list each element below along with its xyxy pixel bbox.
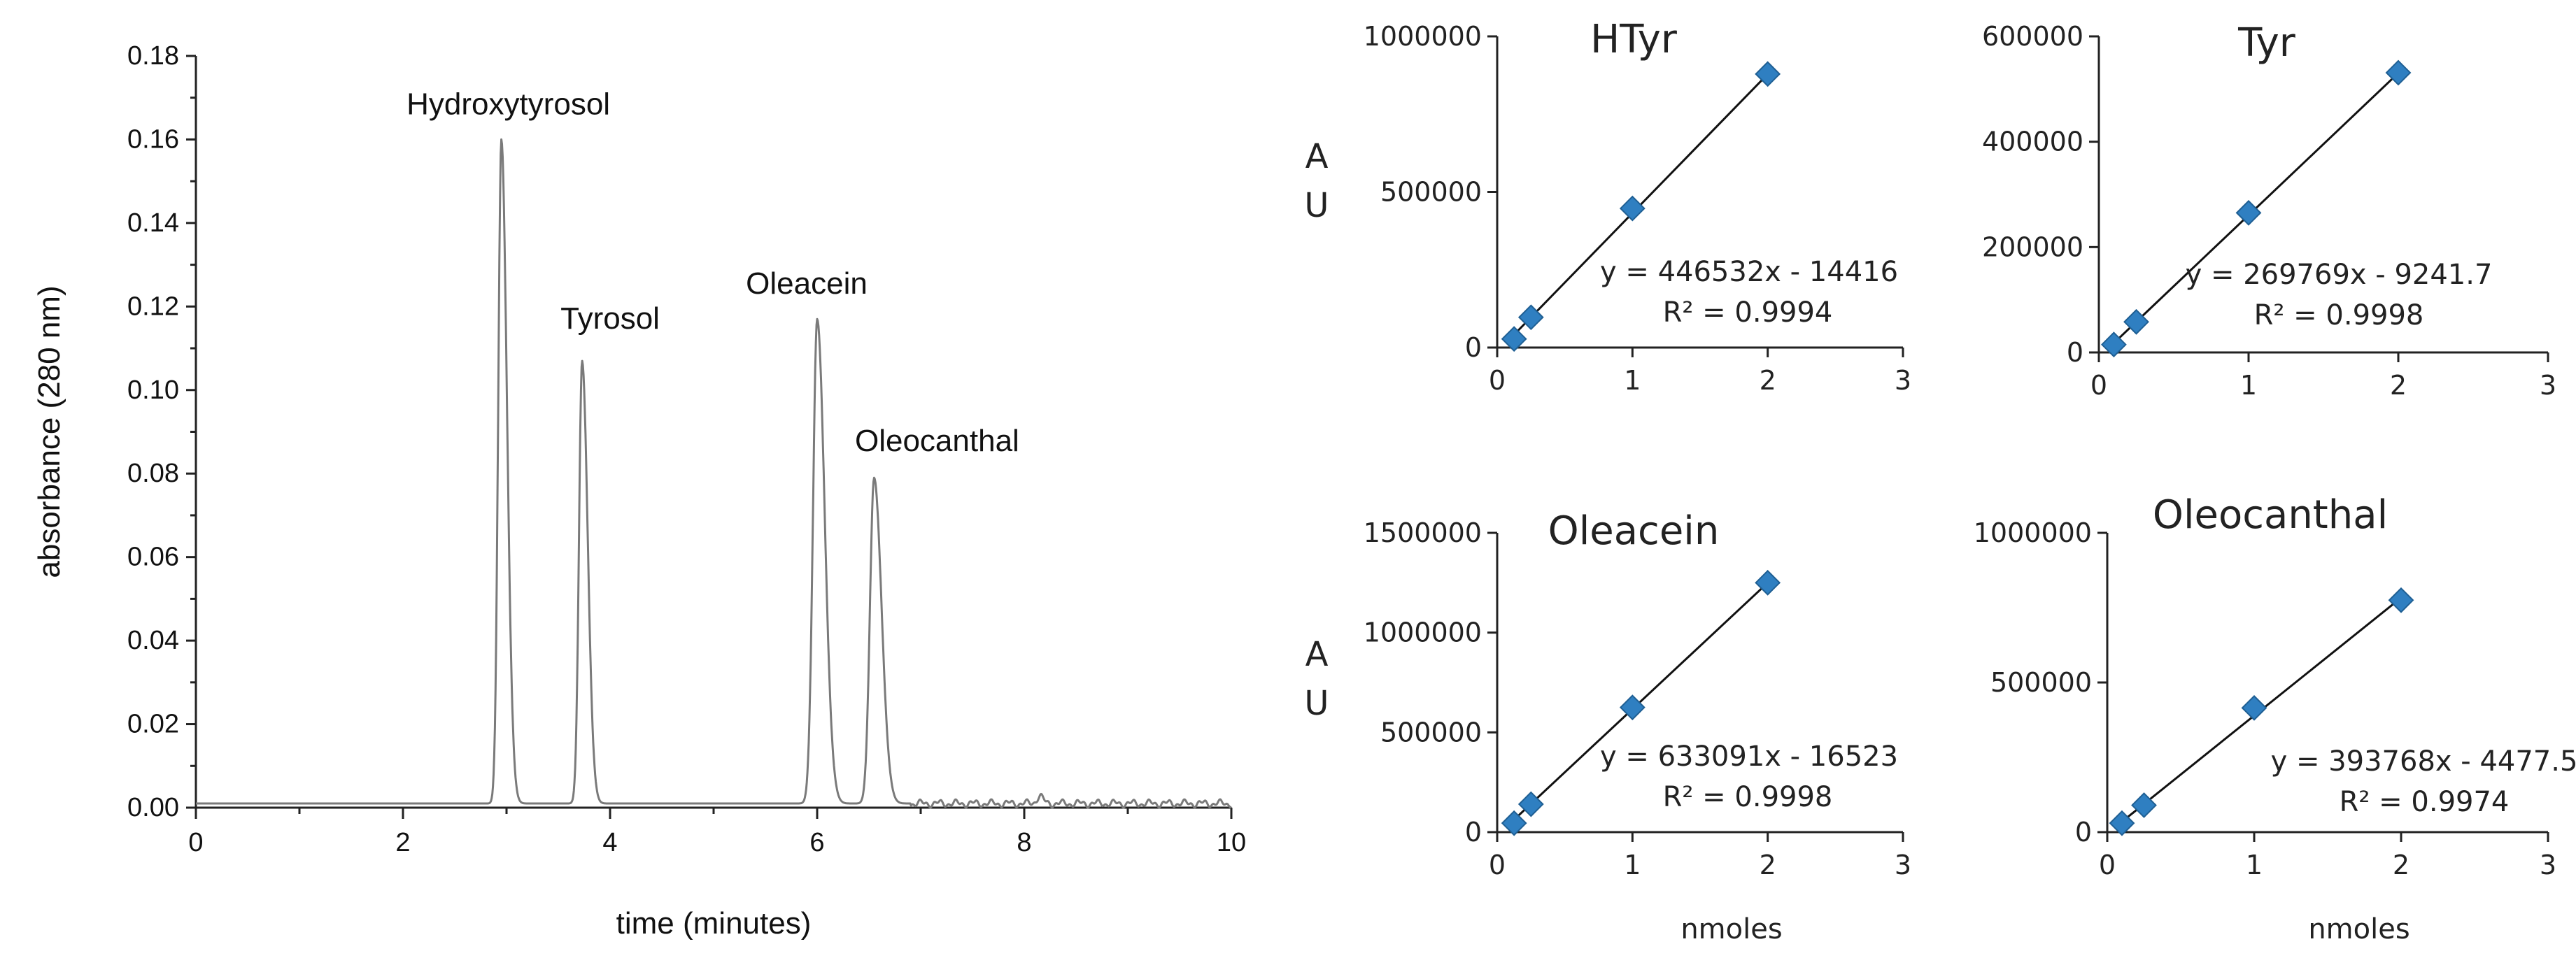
- r-squared: R² = 0.9974: [2340, 786, 2510, 818]
- x-tick-label: 0: [2099, 850, 2116, 880]
- y-tick-label: 500000: [1380, 717, 1482, 748]
- y-tick-label: 0: [1465, 332, 1482, 363]
- x-tick-label: 2: [395, 828, 410, 857]
- y-axis-title-line: U: [1304, 186, 1329, 225]
- x-tick-label: 10: [1217, 828, 1246, 857]
- x-axis-title: nmoles: [2308, 913, 2409, 945]
- y-tick-label: 0.06: [127, 543, 179, 572]
- x-tick-label: 1: [1624, 365, 1641, 396]
- data-point: [2235, 199, 2262, 226]
- x-tick-label: 3: [1895, 365, 1911, 396]
- x-tick-label: 3: [1895, 850, 1911, 880]
- y-tick-label: 200000: [1982, 231, 2083, 262]
- x-tick-label: 3: [2540, 850, 2556, 880]
- x-tick-label: 4: [602, 828, 617, 857]
- x-tick-label: 1: [2240, 370, 2257, 401]
- calibration-title: HTyr: [1590, 17, 1678, 62]
- y-axis-title-line: U: [1304, 684, 1329, 723]
- peak-label: Oleocanthal: [855, 424, 1019, 458]
- data-point: [1501, 810, 1527, 836]
- calibration-title: Tyr: [2237, 20, 2296, 66]
- peak-label: Tyrosol: [560, 301, 660, 336]
- y-tick-label: 0.10: [127, 376, 179, 405]
- y-tick-label: 400000: [1982, 127, 2083, 157]
- r-squared: R² = 0.9994: [1663, 296, 1833, 329]
- y-tick-label: 0.02: [127, 710, 179, 739]
- data-point: [1755, 569, 1781, 596]
- chromatogram-panel: 0.00 0.02 0.04 0.06 0.08 0.10 0.12 0.14 0.16 0.18…: [32, 41, 1246, 941]
- x-tick-label: 2: [2393, 850, 2409, 880]
- x-tick-label: 0: [1489, 850, 1506, 880]
- y-tick-label: 500000: [1380, 177, 1482, 208]
- y-tick-label: 0: [2067, 337, 2083, 368]
- data-point: [1619, 694, 1646, 721]
- peak-label: Oleacein: [746, 266, 868, 301]
- calibration-panel: 0 500000 1000000 1500000 0 1 2 3 Oleacein y = 633…: [1304, 508, 1911, 945]
- calibration-title: Oleacein: [1548, 508, 1720, 554]
- x-tick-label: 2: [1760, 365, 1776, 396]
- y-tick-label: 600000: [1982, 21, 2083, 52]
- data-point: [2131, 792, 2157, 818]
- data-point: [1619, 195, 1646, 222]
- y-tick-label: 0: [2075, 817, 2092, 848]
- y-tick-label: 500000: [1990, 667, 2092, 698]
- data-point: [1517, 791, 1544, 817]
- peak-label: Hydroxytyrosol: [406, 87, 610, 121]
- r-squared: R² = 0.9998: [2254, 299, 2424, 331]
- chromatogram-trace: [195, 138, 1233, 809]
- y-tick-label: 0.08: [127, 459, 179, 488]
- data-point: [2109, 810, 2135, 836]
- y-tick-label: 1000000: [1364, 21, 1482, 52]
- x-axis-title: nmoles: [1680, 913, 1782, 945]
- data-point: [2100, 331, 2127, 358]
- y-tick-label: 1000000: [1974, 517, 2092, 548]
- x-tick-label: 0: [1489, 365, 1506, 396]
- data-point: [2123, 308, 2149, 335]
- regression-equation: y = 633091x - 16523: [1600, 741, 1898, 773]
- data-point: [1517, 304, 1544, 331]
- x-tick-label: 6: [809, 828, 824, 857]
- y-axis-title: absorbance (280 nm): [32, 285, 66, 578]
- calibration-panel: 0 500000 1000000 0 1 2 3 Oleocanthal y = 393768x…: [1974, 492, 2576, 945]
- y-tick-label: 0.16: [127, 124, 179, 154]
- calibration-panel: 0 200000 400000 600000 0 1 2 3 Tyr y = 269769x - …: [1982, 20, 2556, 401]
- regression-equation: y = 446532x - 14416: [1600, 256, 1898, 288]
- calibration-panel: 0 500000 1000000 0 1 2 3 HTyr y = 446532x - 1441…: [1304, 17, 1911, 396]
- data-point: [1755, 61, 1781, 87]
- x-axis-title: time (minutes): [616, 906, 812, 941]
- regression-equation: y = 393768x - 4477.5: [2271, 745, 2576, 778]
- regression-equation: y = 269769x - 9241.7: [2186, 259, 2493, 291]
- x-tick-label: 1: [2246, 850, 2263, 880]
- y-tick-label: 1000000: [1364, 617, 1482, 648]
- x-tick-label: 1: [1624, 850, 1641, 880]
- data-point: [1501, 326, 1527, 352]
- y-tick-label: 0.04: [127, 626, 179, 655]
- x-tick-label: 2: [2390, 370, 2407, 401]
- calibration-title: Oleocanthal: [2153, 492, 2388, 538]
- y-axis-title-line: A: [1305, 137, 1329, 176]
- data-point: [2241, 694, 2267, 721]
- y-tick-label: 0.12: [127, 292, 179, 321]
- x-tick-label: 0: [2090, 370, 2107, 401]
- x-tick-label: 2: [1760, 850, 1776, 880]
- r-squared: R² = 0.9998: [1663, 781, 1833, 813]
- y-tick-label: 0.14: [127, 208, 179, 238]
- y-tick-label: 1500000: [1364, 517, 1482, 548]
- y-tick-label: 0: [1465, 817, 1482, 848]
- x-tick-label: 3: [2540, 370, 2556, 401]
- data-point: [2385, 59, 2412, 86]
- data-point: [2388, 587, 2414, 613]
- x-tick-label: 0: [188, 828, 203, 857]
- y-axis-title-line: A: [1305, 635, 1329, 674]
- y-tick-label: 0.00: [127, 793, 179, 822]
- x-tick-label: 8: [1017, 828, 1031, 857]
- y-tick-label: 0.18: [127, 41, 179, 71]
